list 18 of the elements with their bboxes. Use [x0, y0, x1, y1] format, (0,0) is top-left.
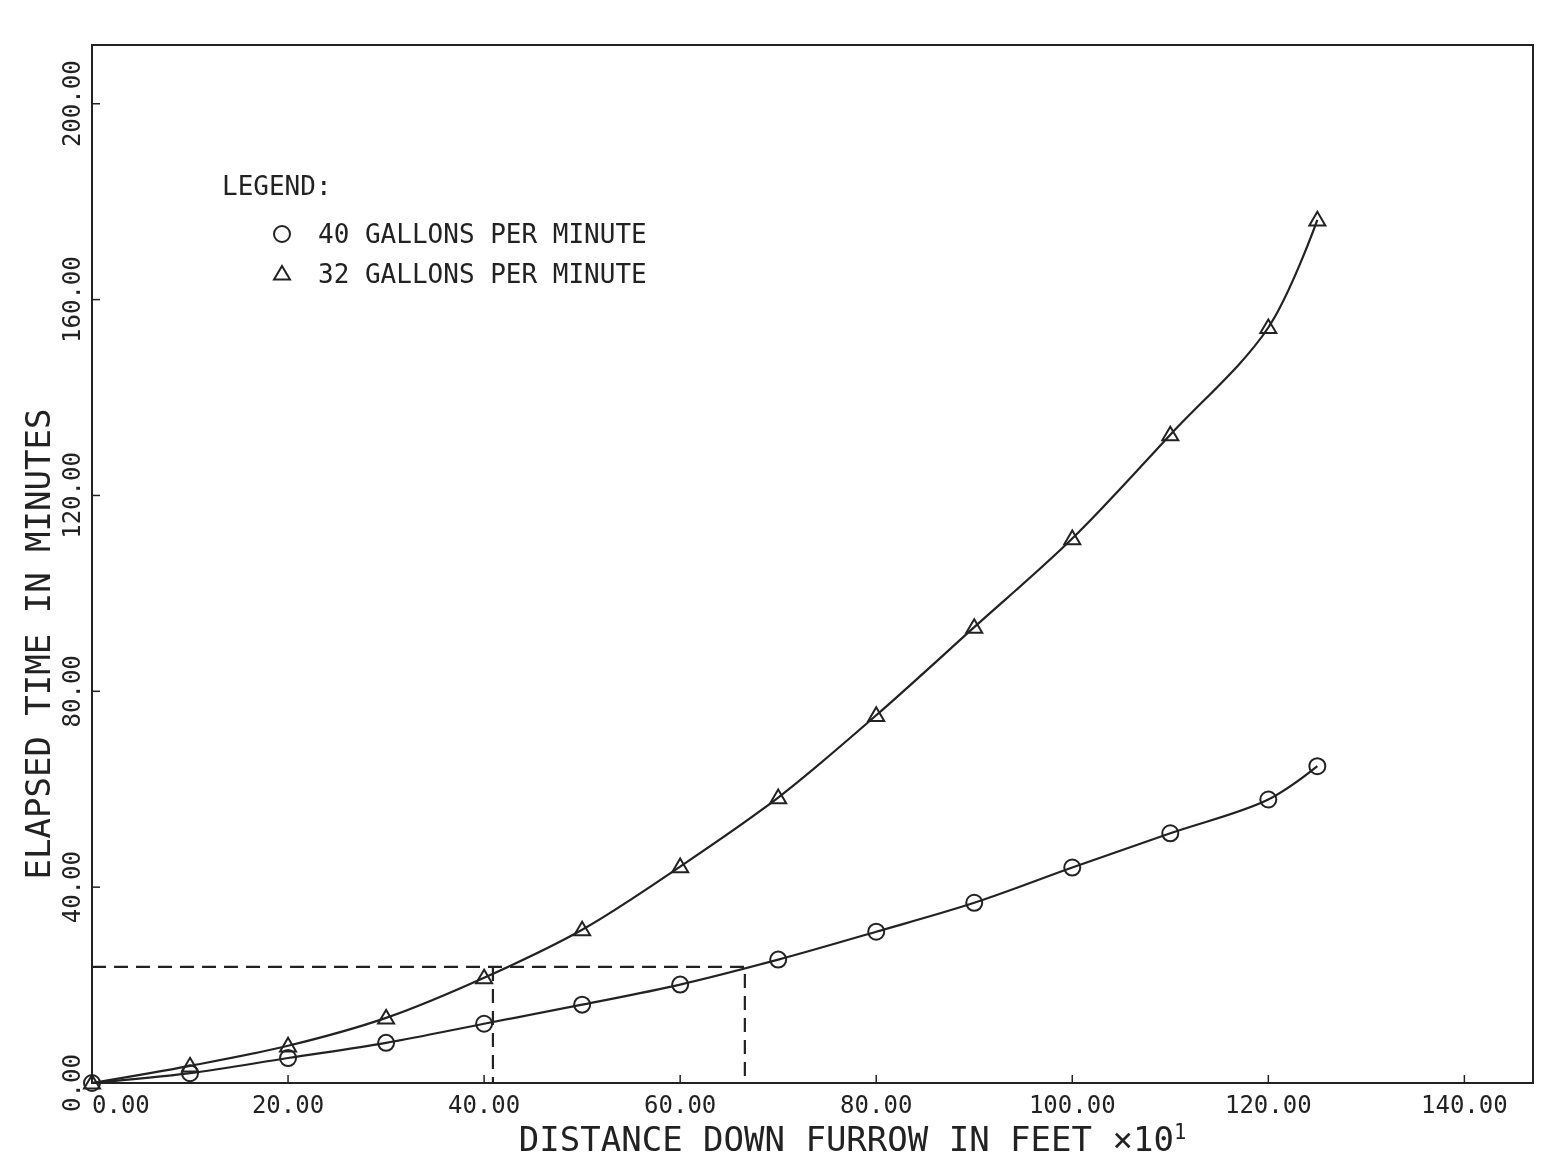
x-tick-label: 100.00: [1028, 1091, 1116, 1119]
x-tick-label: 0.00: [92, 1091, 150, 1119]
legend-label: 40 GALLONS PER MINUTE: [318, 219, 647, 249]
x-tick-label: 80.00: [840, 1091, 913, 1119]
x-tick-label: 140.00: [1421, 1091, 1508, 1119]
legend-label: 32 GALLONS PER MINUTE: [318, 259, 647, 289]
x-tick-label: 20.00: [251, 1091, 325, 1119]
x-tick-label: 120.00: [1224, 1091, 1312, 1119]
y-tick-label: 200.00: [58, 60, 86, 148]
x-tick-label: 40.00: [447, 1091, 521, 1119]
y-tick-label: 40.00: [58, 851, 86, 924]
x-tick-label: 60.00: [644, 1091, 717, 1119]
y-tick-label: 80.00: [58, 655, 86, 728]
y-tick-label: 120.00: [58, 452, 86, 539]
y-tick-label: 160.00: [58, 256, 86, 343]
legend-title: LEGEND:: [222, 171, 332, 201]
x-axis-title: DISTANCE DOWN FURROW IN FEET ×10$^{1}$: [518, 1119, 1187, 1159]
y-axis-title: ELAPSED TIME IN MINUTES: [18, 408, 58, 880]
